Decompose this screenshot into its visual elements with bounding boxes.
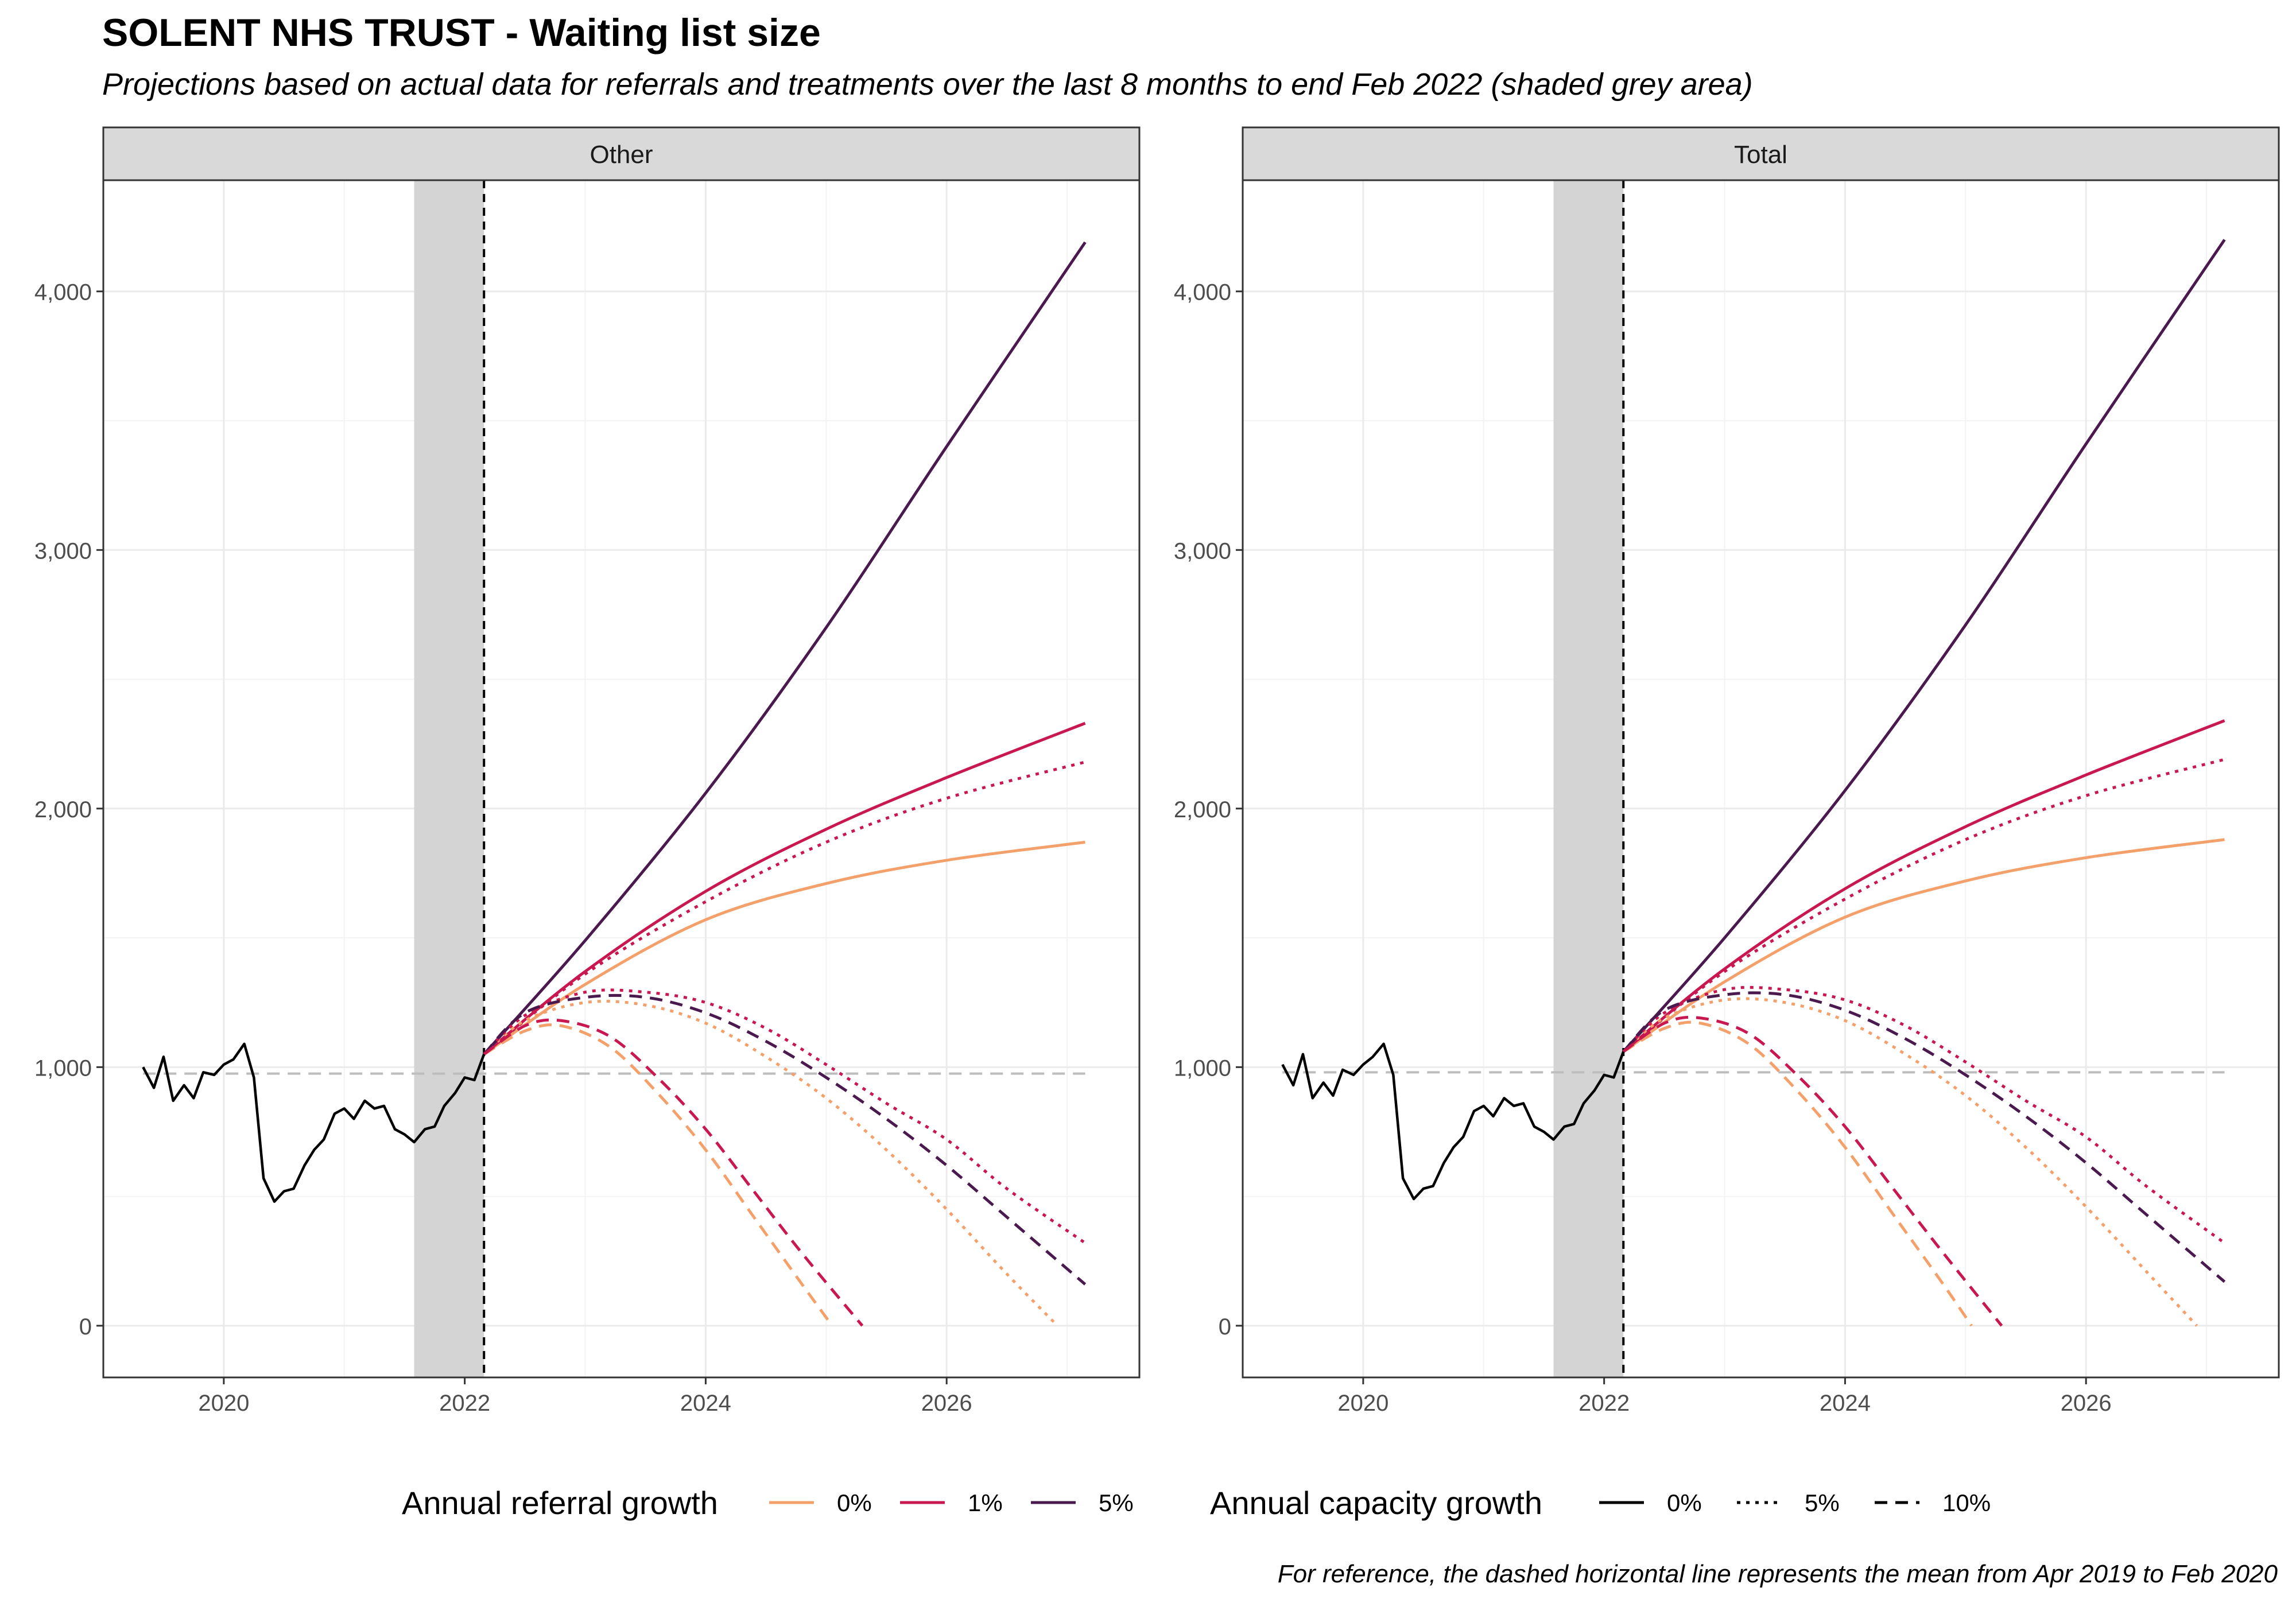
y-tick-label: 2,000 [1174, 797, 1231, 822]
x-tick-label: 2020 [198, 1391, 249, 1416]
legend-title-referral: Annual referral growth [402, 1485, 718, 1521]
projection-line-ref-0pct-cap-10pct [1622, 1020, 1973, 1327]
plot-background [1243, 180, 2279, 1377]
facet-strip-label: Other [589, 141, 653, 169]
facet-strip [1242, 126, 2280, 181]
panel-border [1242, 179, 2280, 1379]
x-tick-label: 2024 [1820, 1391, 1871, 1416]
panel-total: Total 0 1,000 2,000 3,000 4,000 2020 2022 2024 20… [1174, 126, 2280, 1416]
shaded-period [1553, 180, 1624, 1377]
legend-label-capacity: 10% [1942, 1489, 1991, 1516]
plot-background [103, 180, 1139, 1377]
projection-line-ref-0pct-cap-10pct [483, 1023, 833, 1327]
panel-other: Other 0 1,000 2,000 3,000 4,000 2020 2022 2024 20… [34, 126, 1141, 1416]
y-tick-label: 0 [1219, 1314, 1231, 1340]
projection-line-ref-1pct-cap-5pct [483, 760, 1086, 1055]
y-tick-label: 3,000 [1174, 538, 1231, 564]
chart-title: SOLENT NHS TRUST - Waiting list size [102, 11, 821, 55]
facet-strip-label: Total [1734, 141, 1787, 169]
x-tick-label: 2026 [921, 1391, 972, 1416]
projection-line-ref-1pct-cap-5pct [483, 988, 1086, 1244]
legend-label-referral: 1% [968, 1489, 1003, 1516]
legend-title-capacity: Annual capacity growth [1210, 1485, 1542, 1521]
x-tick-label: 2024 [680, 1391, 731, 1416]
legend-label-referral: 5% [1099, 1489, 1134, 1516]
projection-line-ref-1pct-cap-0pct [1622, 719, 2225, 1053]
x-tick-label: 2022 [1578, 1391, 1630, 1416]
chart-caption: For reference, the dashed horizontal lin… [1277, 1560, 2278, 1588]
chart-subtitle: Projections based on actual data for ref… [102, 67, 1753, 102]
x-tick-label: 2026 [2061, 1391, 2112, 1416]
projection-line-ref-1pct-cap-0pct [483, 721, 1086, 1055]
y-tick-label: 4,000 [1174, 280, 1231, 305]
x-tick-label: 2022 [439, 1391, 490, 1416]
projection-line-ref-1pct-cap-10pct [1622, 1016, 2003, 1327]
legend-label-capacity: 0% [1667, 1489, 1702, 1516]
projection-line-ref-5pct-cap-0pct [1622, 239, 2226, 1053]
projection-line-ref-0pct-cap-0pct [483, 840, 1085, 1055]
projection-line-ref-1pct-cap-5pct [1622, 758, 2225, 1053]
projection-line-ref-1pct-cap-5pct [1622, 985, 2226, 1244]
y-tick-label: 1,000 [1174, 1055, 1231, 1081]
y-tick-label: 0 [79, 1314, 92, 1340]
legend-label-capacity: 5% [1805, 1489, 1840, 1516]
y-tick-label: 3,000 [34, 538, 92, 564]
y-tick-label: 1,000 [34, 1055, 92, 1081]
projection-line-ref-0pct-cap-0pct [1622, 838, 2225, 1053]
y-tick-label: 4,000 [34, 280, 92, 305]
legend-label-referral: 0% [837, 1489, 872, 1516]
legend: Annual referral growth 0% 1% 5% Annual capac… [402, 1485, 1991, 1521]
projection-line-ref-1pct-cap-10pct [483, 1018, 864, 1327]
projection-line-ref-5pct-cap-10pct [483, 993, 1087, 1286]
x-tick-label: 2020 [1337, 1391, 1389, 1416]
projection-line-ref-5pct-cap-0pct [483, 241, 1087, 1055]
y-tick-label: 2,000 [34, 797, 92, 822]
actual-waiting-list-line [1281, 1042, 1625, 1201]
projection-line-ref-5pct-cap-10pct [1622, 991, 2226, 1283]
shaded-period [414, 180, 484, 1377]
panel-border [102, 179, 1141, 1379]
actual-waiting-list-line [142, 1042, 486, 1203]
